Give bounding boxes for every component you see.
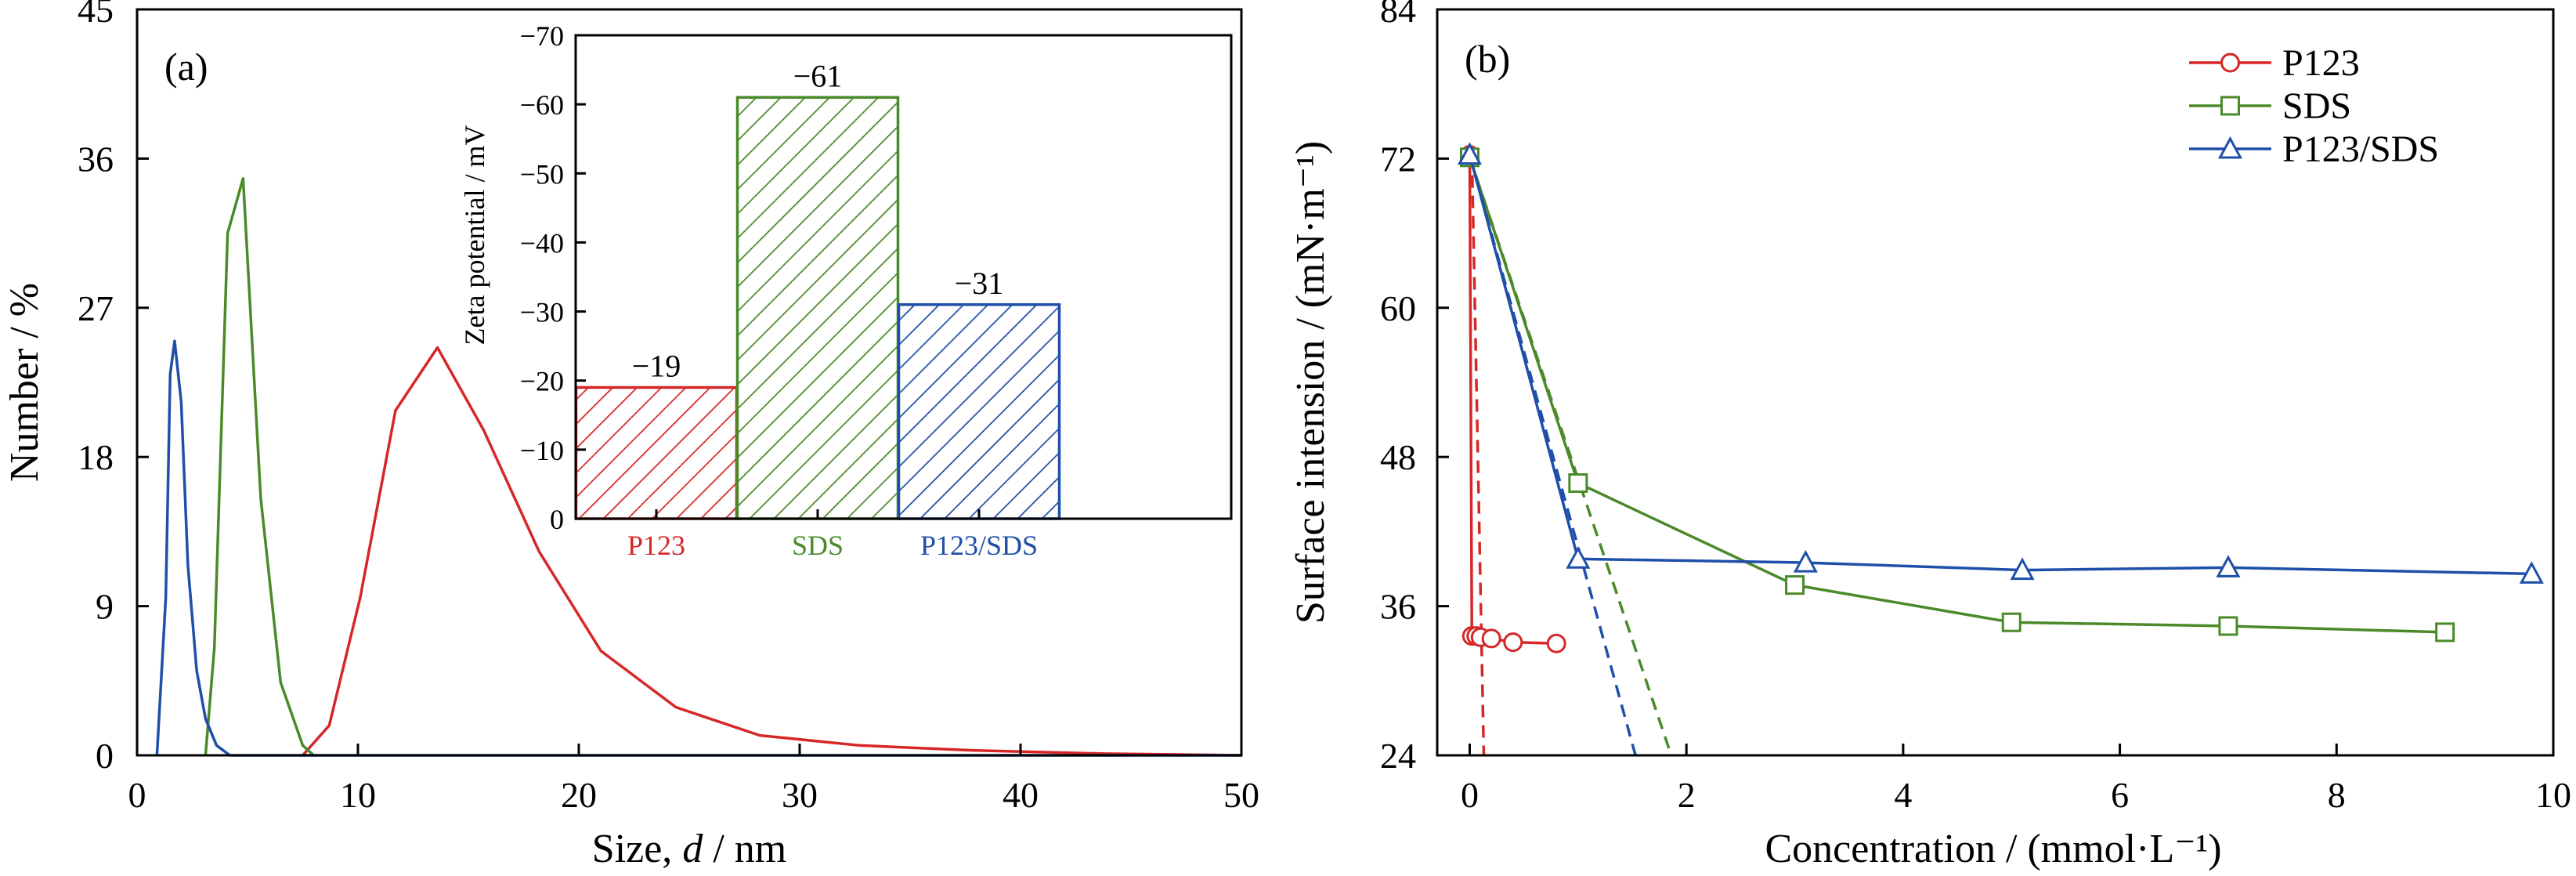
inset-ytick-label: −20 xyxy=(520,366,564,397)
panel-b-series-line-sds xyxy=(1468,157,2445,634)
panel-a-xlabel-prefix: Size, xyxy=(592,827,683,871)
panel-b-ytick-label: 84 xyxy=(1380,0,1416,30)
panel-a-xtick-label: 20 xyxy=(561,775,597,815)
panel-b-plot xyxy=(1457,142,2544,756)
panel-b-point-p123 xyxy=(1503,632,1523,653)
panel-a-ytick-label: 45 xyxy=(78,0,114,30)
panel-a-xtick-label: 40 xyxy=(1003,775,1039,815)
inset-ytick-label: −60 xyxy=(520,89,564,121)
panel-b-point-sds xyxy=(1568,473,1588,494)
panel-b-point-sds xyxy=(2001,612,2021,632)
inset-category-label: SDS xyxy=(792,530,844,561)
inset-ytick-label: −50 xyxy=(520,158,564,190)
legend-marker xyxy=(2220,52,2240,73)
panel-a-xtick-label: 30 xyxy=(782,775,818,815)
panel-b-series-line-p123 xyxy=(1468,154,1557,645)
panel-a-ytick-label: 9 xyxy=(96,587,114,627)
panel-a-yticks: 0 9 18 27 36 45 xyxy=(78,0,149,776)
panel-a-series-green-line xyxy=(204,177,315,757)
panel-b-letter: (b) xyxy=(1465,37,1510,81)
legend-marker xyxy=(2217,136,2243,159)
inset-yticks: 0 −10 −20 −30 −40 −50 −60 −70 xyxy=(520,20,586,535)
legend-label: P123/SDS xyxy=(2282,129,2439,170)
panel-b-point-p123-sds xyxy=(2216,555,2241,577)
panel-b-point-sds xyxy=(2435,622,2455,643)
panel-b-point-sds xyxy=(1785,575,1805,595)
inset-bar-p123 xyxy=(574,386,739,520)
panel-b-xtick-label: 2 xyxy=(1678,775,1696,815)
panel-a-xtick-label: 0 xyxy=(128,775,146,815)
panel-a-xlabel-suffix: / nm xyxy=(703,827,786,871)
panel-b-fit-line-p123 xyxy=(1470,154,1486,756)
panel-a-xlabel: Size, d / nm xyxy=(592,827,786,871)
panel-b-point-p123-sds xyxy=(1566,546,1591,569)
panel-b-point-p123-sds xyxy=(2519,561,2544,584)
inset-ylabel: Zeta potential / mV xyxy=(459,125,490,346)
panel-a-ylabel: Number / % xyxy=(2,283,47,482)
inset-categories: P123 SDS P123/SDS xyxy=(627,509,1038,561)
inset-category-label: P123 xyxy=(627,530,685,561)
panel-b-ytick-label: 72 xyxy=(1380,139,1416,179)
panel-a-ytick-label: 0 xyxy=(96,736,114,776)
inset-bar-sds xyxy=(735,96,900,520)
panel-a-ytick-label: 27 xyxy=(78,288,114,328)
inset-ytick-label: 0 xyxy=(550,504,564,535)
panel-b-ytick-label: 48 xyxy=(1380,437,1416,477)
legend-label: P123 xyxy=(2282,42,2360,84)
panel-b-ytick-label: 36 xyxy=(1380,587,1416,627)
panel-b-xtick-label: 0 xyxy=(1461,775,1479,815)
panel-a-xlabel-var: d xyxy=(682,827,703,871)
panel-a-frame xyxy=(135,8,1243,757)
panel-b-point-p123-sds xyxy=(1793,549,1818,573)
panel-a-series-red-line xyxy=(302,346,1242,757)
panel-b-point-p123 xyxy=(1546,633,1566,653)
inset-bars: −19 −61 −31 xyxy=(574,58,1061,520)
panel-b-point-p123-sds xyxy=(1457,142,1483,165)
panel-b-xtick-label: 6 xyxy=(2111,775,2129,815)
panel-b-xtick-label: 4 xyxy=(1894,775,1912,815)
panel-b-ylabel: Surface intension / (mN·m⁻¹) xyxy=(1288,141,1333,624)
panel-a-letter: (a) xyxy=(164,45,208,89)
inset-category-label: P123/SDS xyxy=(920,530,1038,561)
inset-ytick-label: −70 xyxy=(520,20,564,52)
panel-b-xtick-label: 10 xyxy=(2535,775,2571,815)
panel-b-frame xyxy=(1436,8,2555,757)
panel-a-ytick-label: 36 xyxy=(78,139,114,179)
inset-chart: −19 −61 −31 0 −10 −20 −30 −40 −50 −60 −70 P123 SDS… xyxy=(459,20,1233,561)
panel-b-xtick-label: 8 xyxy=(2328,775,2346,815)
inset-frame xyxy=(574,34,1233,520)
inset-bar-value-label: −31 xyxy=(955,266,1004,301)
panel-b-point-p123-sds xyxy=(2010,557,2035,581)
panel-b-xlabel: Concentration / (mmol·L⁻¹) xyxy=(1765,827,2221,871)
panel-b-point-p123 xyxy=(1481,628,1501,649)
panel-a-ytick-label: 18 xyxy=(78,437,114,477)
panel-a: 0 9 18 27 36 45 0 10 20 30 40 50 (a) Number / % Si… xyxy=(2,0,1259,871)
legend-marker xyxy=(2220,96,2240,116)
inset-ytick-label: −30 xyxy=(520,297,564,328)
inset-bar-value-label: −61 xyxy=(793,58,843,93)
panel-a-xticks: 0 10 20 30 40 50 xyxy=(128,744,1259,815)
panel-b-ytick-label: 24 xyxy=(1380,736,1416,776)
inset-bar-p123-sds xyxy=(897,303,1061,520)
panel-a-xtick-label: 50 xyxy=(1223,775,1259,815)
inset-ytick-label: −40 xyxy=(520,227,564,259)
panel-a-xtick-label: 10 xyxy=(340,775,376,815)
panel-b-point-sds xyxy=(2218,616,2238,636)
inset-bar-value-label: −19 xyxy=(632,349,681,384)
panel-b-xticks: 0 2 4 6 8 10 xyxy=(1461,744,2571,815)
panel-b-series-line-p123-sds xyxy=(1468,154,2532,576)
panel-b-ytick-label: 60 xyxy=(1380,288,1416,328)
panel-b-yticks: 24 36 48 60 72 84 xyxy=(1380,0,1449,776)
legend-label: SDS xyxy=(2282,85,2351,127)
panel-a-series-blue-line xyxy=(155,339,1241,757)
panel-a-plot xyxy=(155,177,1242,757)
inset-ytick-label: −10 xyxy=(520,435,564,466)
